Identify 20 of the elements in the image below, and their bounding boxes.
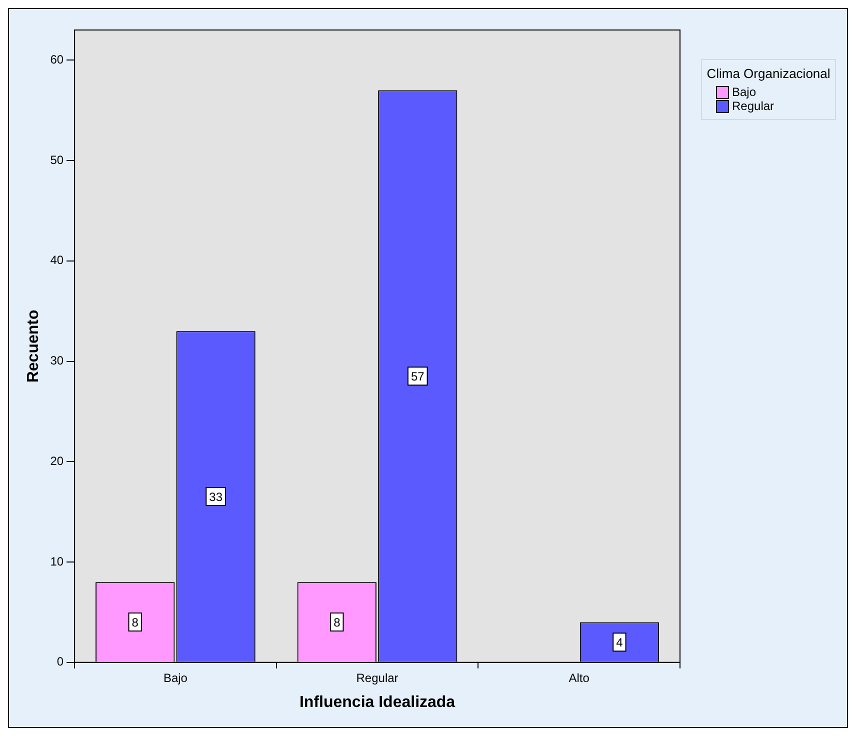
data-label: 57 [410,369,425,384]
y-tick-label: 50 [50,152,64,167]
y-axis-title: Recuento [25,310,42,383]
data-label: 4 [616,635,624,650]
y-tick-label: 20 [50,454,64,468]
legend-label: Regular [732,99,774,113]
data-label: 8 [334,615,341,630]
x-tick-label: Alto [568,670,590,685]
y-tick-label: 0 [56,654,64,669]
y-tick-label: 40 [50,253,64,268]
x-axis-title: Influencia Idealizada [299,694,456,711]
legend-label: Bajo [732,85,756,99]
x-tick-label: Bajo [163,670,188,685]
y-tick-label: 60 [50,52,64,66]
data-label: 33 [209,490,223,504]
y-tick-label: 30 [50,354,64,368]
data-label: 8 [132,615,139,630]
y-tick-label: 10 [50,554,64,568]
legend-title: Clima Organizacional [706,66,831,81]
x-tick-label: Regular [356,670,398,685]
